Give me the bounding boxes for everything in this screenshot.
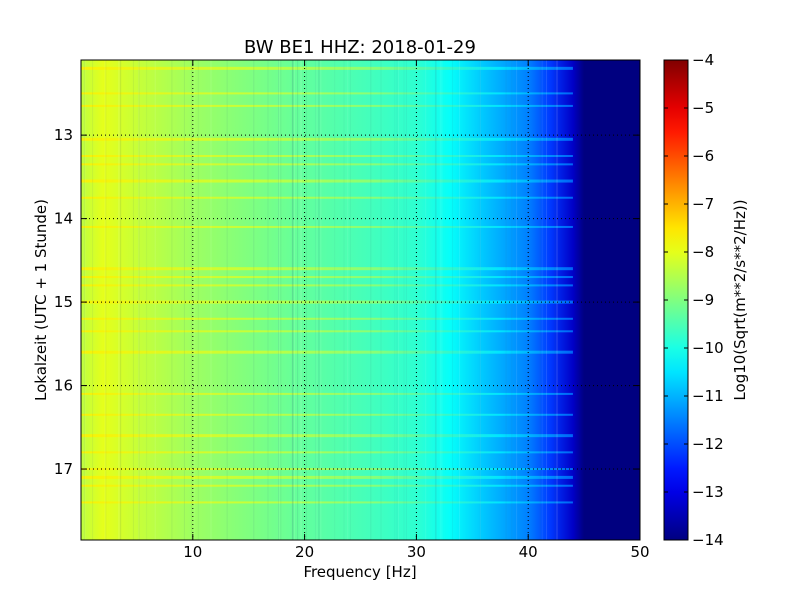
spectrogram-stripe [81, 267, 573, 271]
spectrogram-stripe [81, 330, 573, 333]
colorbar-tick-label: −12 [692, 435, 724, 453]
colorbar-ticks: −4 −5 −6 −7 −8 −9 −10 −11 −12 −13 −14 [664, 51, 724, 549]
chart-title: BW BE1 HHZ: 2018-01-29 [244, 37, 476, 58]
plot-frame [80, 59, 641, 541]
spectrogram-stripe [81, 196, 573, 199]
x-tick-label: 10 [183, 543, 202, 561]
colorbar-tick-label: −6 [692, 147, 714, 165]
colorbar-tick-label: −9 [692, 291, 714, 309]
spectrogram-stripe [81, 225, 573, 228]
y-tick-label: 15 [54, 293, 73, 311]
x-tick-label: 50 [630, 543, 649, 561]
colorbar-tick-label: −13 [692, 483, 724, 501]
x-axis-label: Frequency [Hz] [303, 563, 416, 581]
y-tick-label: 16 [54, 377, 73, 395]
y-tick-label: 17 [54, 460, 73, 478]
spectrogram-stripe [81, 104, 573, 107]
colorbar-tick-label: −11 [692, 387, 724, 405]
x-tick-label: 40 [519, 543, 538, 561]
x-axis-ticks: 10 20 30 40 50 [183, 60, 650, 561]
spectrogram-stripe [81, 468, 573, 471]
spectrogram-stripe [81, 317, 573, 320]
spectrogram-stripe [81, 501, 573, 504]
spectrogram-stripe [81, 155, 573, 157]
spectrogram-time-stripes [81, 66, 573, 504]
colorbar-tick-label: −4 [692, 51, 714, 69]
y-tick-label: 13 [54, 126, 73, 144]
spectrogram-stripe [81, 451, 573, 454]
spectrogram-stripe [81, 276, 573, 279]
spectrogram-stripe [81, 434, 573, 438]
x-tick-label: 30 [407, 543, 426, 561]
colorbar-tick-label: −7 [692, 195, 714, 213]
spectrogram-band [81, 60, 640, 540]
spectrogram-plot-area [81, 60, 640, 540]
spectrogram-stripe [81, 475, 573, 479]
spectrogram-stripe [81, 484, 573, 487]
colorbar-tick-label: −14 [692, 531, 724, 549]
spectrogram-stripe [81, 163, 573, 166]
spectrogram-stripe [81, 137, 573, 141]
colorbar-tick-label: −8 [692, 243, 714, 261]
spectrogram-texture [83, 60, 558, 540]
spectrogram-stripe [81, 284, 573, 287]
spectrogram-stripe [81, 350, 573, 354]
colorbar-label: Log10(Sqrt(m**2/s**2/Hz)) [731, 199, 749, 400]
spectrogram-stripe [81, 392, 573, 395]
y-axis-ticks: 13 14 15 16 17 [54, 126, 640, 478]
colorbar-tick-label: −5 [692, 99, 714, 117]
spectrogram-stripe [81, 66, 573, 70]
grid-lines [81, 60, 640, 540]
y-axis-label: Lokalzeit (UTC + 1 Stunde) [32, 199, 50, 401]
spectrogram-stripe [81, 179, 573, 183]
colorbar-tick-label: −10 [692, 339, 724, 357]
spectrogram-stripe [81, 413, 573, 416]
spectrogram-frequency-band [81, 60, 640, 540]
spectrogram-stripe [81, 300, 573, 304]
x-tick-label: 20 [295, 543, 314, 561]
spectrogram-stripe [81, 92, 573, 95]
y-tick-label: 14 [54, 210, 73, 228]
